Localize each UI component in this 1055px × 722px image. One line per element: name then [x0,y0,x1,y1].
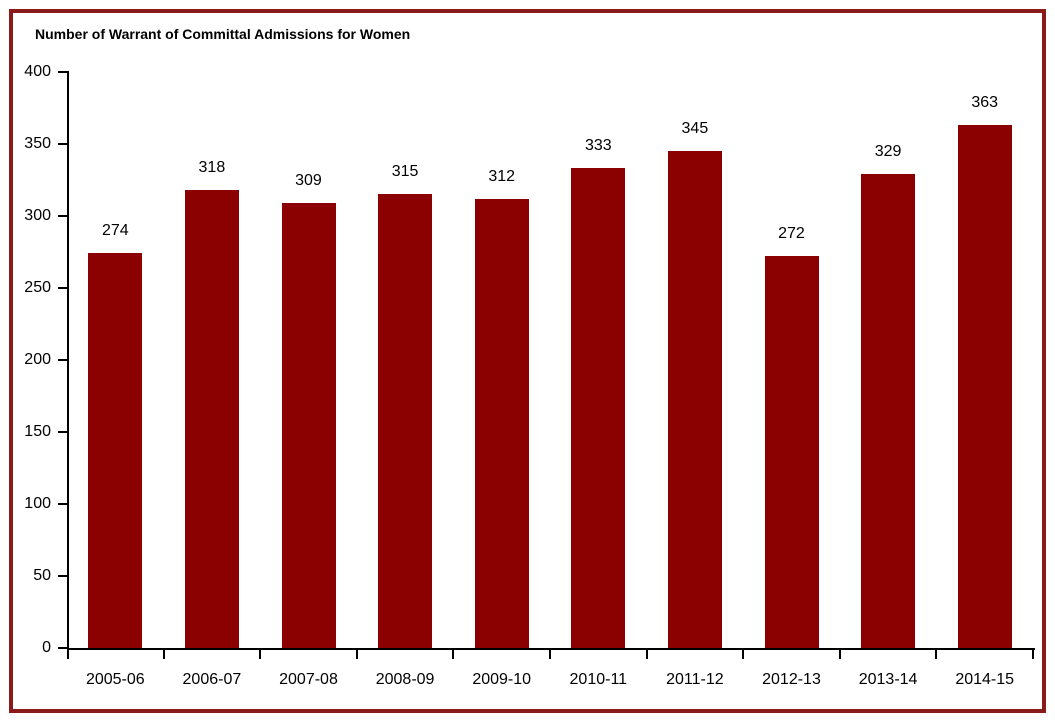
y-axis-line [67,72,69,650]
x-tick [452,648,455,659]
x-category-label: 2007-08 [279,671,338,688]
y-tick [58,287,69,289]
bar [184,190,239,648]
x-axis-line [67,648,1035,650]
bar [667,151,722,648]
x-tick [1032,648,1034,659]
x-tick [67,648,69,659]
x-category-label: 2009-10 [472,671,532,688]
bar-value-label: 309 [295,172,322,190]
bar-value-label: 345 [681,120,709,138]
x-tick [935,648,938,659]
x-tick [259,648,262,659]
x-tick [162,648,165,659]
y-tick [58,647,69,649]
x-tick [355,648,358,659]
bar [378,194,433,648]
plot-area: 0 50 100 150 200 250 300 350 400 274 2005-06 318 200… [24,63,1035,688]
y-tick [58,503,69,505]
y-tick-label: 300 [24,207,51,224]
bar [88,253,143,648]
bar-value-label: 274 [101,222,129,240]
y-tick [58,575,69,577]
x-tick [838,648,841,659]
y-tick-label: 0 [42,639,51,656]
bar-value-label: 272 [778,225,805,243]
bar [281,203,336,648]
bar-value-label: 312 [488,167,516,185]
bar-value-label: 315 [391,163,419,181]
x-category-label: 2011-12 [666,671,724,688]
bar-value-label: 318 [198,159,226,177]
x-category-label: 2014-15 [955,671,1015,688]
y-tick [58,143,69,145]
y-tick [58,431,69,433]
bar [861,174,916,648]
x-tick [549,648,551,659]
x-tick [645,648,648,659]
bar-value-label: 333 [584,137,612,155]
y-tick-label: 250 [24,279,51,296]
x-category-label: 2005-06 [85,671,145,688]
y-tick-label: 50 [33,567,51,584]
y-tick-label: 150 [24,423,51,440]
x-tick [742,648,745,659]
chart-title: Number of Warrant of Committal Admission… [35,26,411,42]
y-tick-label: 400 [24,63,51,80]
y-tick-label: 200 [24,351,51,368]
bar-value-label: 329 [874,143,902,161]
y-tick-label: 100 [24,495,51,512]
bar [474,198,529,648]
y-tick [58,215,69,217]
bar [571,168,626,648]
x-category-label: 2010-11 [569,671,628,688]
x-category-label: 2006-07 [182,671,242,688]
y-tick [58,359,69,361]
x-category-label: 2012-13 [762,671,821,688]
y-tick-label: 350 [24,135,51,152]
x-category-label: 2013-14 [858,671,918,688]
y-tick [58,71,69,73]
bar [764,256,819,648]
bar-value-label: 363 [971,94,999,112]
x-category-label: 2008-09 [375,671,435,688]
bar [957,125,1012,648]
